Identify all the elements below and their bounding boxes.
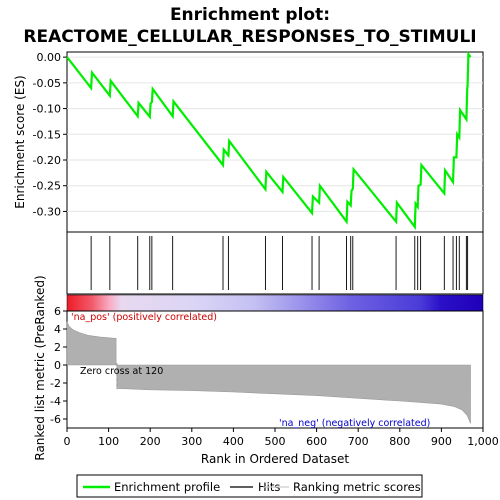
- x-tick-label: 700: [348, 435, 369, 448]
- metric-y-tick-label: -6: [50, 413, 61, 426]
- es-y-ticks: 0.00 -0.05 -0.10 -0.15 -0.20 -0.25 -0.30: [33, 51, 67, 218]
- metric-y-axis-label: Ranked list metric (PreRanked): [33, 275, 47, 460]
- legend-metric-label: Ranking metric scores: [293, 480, 421, 494]
- metric-y-tick-label: -4: [50, 395, 61, 408]
- zero-cross-label: Zero cross at 120: [80, 366, 163, 377]
- x-tick-label: 900: [431, 435, 452, 448]
- x-tick-label: 400: [223, 435, 244, 448]
- metric-y-tick-label: 4: [54, 323, 61, 336]
- x-tick-label: 800: [389, 435, 410, 448]
- es-y-tick-label: -0.20: [33, 154, 61, 167]
- metric-y-tick-label: 0: [54, 359, 61, 372]
- x-tick-label: 100: [98, 435, 119, 448]
- metric-y-ticks: 6 4 2 0 -2 -4 -6: [50, 305, 67, 426]
- es-y-tick-label: -0.05: [33, 77, 61, 90]
- negative-correlation-label: 'na_neg' (negatively correlated): [279, 418, 430, 429]
- es-y-tick-label: -0.30: [33, 205, 61, 218]
- x-tick-label: 200: [140, 435, 161, 448]
- x-tick-label: 1,000: [467, 435, 499, 448]
- x-tick-label: 0: [64, 435, 71, 448]
- es-panel-frame: [67, 52, 483, 232]
- x-tick-label: 300: [181, 435, 202, 448]
- legend-profile-label: Enrichment profile: [114, 480, 220, 494]
- chart-title-line1: Enrichment plot:: [170, 5, 330, 25]
- x-axis-label: Rank in Ordered Dataset: [201, 452, 349, 466]
- es-y-tick-label: -0.10: [33, 103, 61, 116]
- positive-correlation-label: 'na_pos' (positively correlated): [71, 312, 217, 323]
- rank-color-bar: [67, 295, 483, 311]
- x-tick-label: 600: [306, 435, 327, 448]
- metric-y-tick-label: 2: [54, 341, 61, 354]
- x-ticks: 0 100 200 300 400 500 600 700 800 900 1,000: [64, 428, 499, 448]
- x-tick-label: 500: [265, 435, 286, 448]
- metric-y-tick-label: -2: [50, 377, 61, 390]
- es-y-tick-label: -0.15: [33, 128, 61, 141]
- es-y-axis-label: Enrichment score (ES): [13, 75, 27, 208]
- es-y-tick-label: -0.25: [33, 180, 61, 193]
- metric-y-tick-label: 6: [54, 305, 61, 318]
- chart-title-line2: REACTOME_CELLULAR_RESPONSES_TO_STIMULI: [23, 27, 476, 47]
- es-y-tick-label: 0.00: [37, 51, 62, 64]
